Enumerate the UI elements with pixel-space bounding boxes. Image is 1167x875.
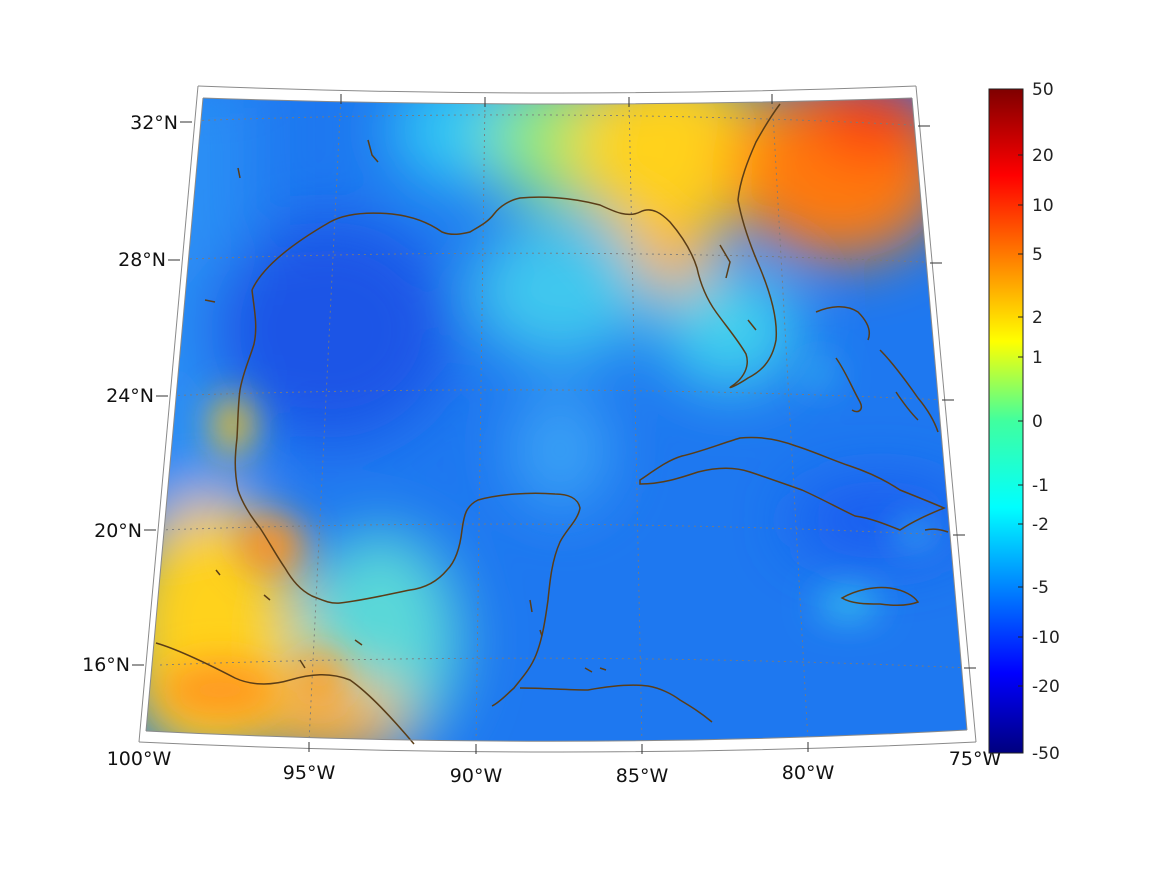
colorbar-tick: -5	[1032, 578, 1049, 598]
lat-label: 32°N	[130, 112, 178, 134]
lat-label: 20°N	[94, 520, 142, 542]
tick-marks	[132, 94, 976, 754]
latitude-labels: 32°N 28°N 24°N 20°N 16°N	[82, 112, 178, 676]
lon-label: 75°W	[949, 748, 1002, 770]
colorbar-tick: -1	[1032, 476, 1049, 496]
hispaniola	[924, 528, 949, 533]
colorbar-tick: 50	[1032, 80, 1054, 100]
yucatan-small	[529, 599, 607, 673]
lat-label: 16°N	[82, 654, 130, 676]
colorbar-tick: 5	[1032, 245, 1043, 265]
cuba	[639, 436, 946, 531]
colorbar-tick: 10	[1032, 196, 1054, 216]
colorbar-tick: 2	[1032, 308, 1043, 328]
colorbar-tick: -10	[1032, 628, 1060, 648]
colorbar-tick: -20	[1032, 677, 1060, 697]
coastlines	[155, 103, 949, 745]
bahamas	[815, 306, 939, 433]
gulf-coast-usa-mexico	[204, 103, 781, 389]
map-frame	[138, 85, 977, 753]
lon-label: 90°W	[450, 765, 503, 787]
longitude-labels: 100°W 95°W 90°W 85°W 80°W 75°W	[107, 748, 1002, 787]
data-field	[146, 98, 967, 742]
colorbar: 50 20 10 5 2 1 0 -1 -2 -5 -10 -20 -50	[988, 80, 1060, 764]
lon-label: 95°W	[283, 762, 336, 784]
colorbar-gradient	[988, 88, 1024, 754]
colorbar-tick: 0	[1032, 412, 1043, 432]
colorbar-tick: 1	[1032, 348, 1043, 368]
lon-label: 85°W	[616, 765, 669, 787]
lon-label: 80°W	[782, 762, 835, 784]
central-america-coast	[155, 642, 415, 745]
honduras-coast	[519, 684, 713, 723]
lat-label: 24°N	[106, 385, 154, 407]
bay-islands	[215, 139, 757, 669]
lon-label: 100°W	[107, 748, 172, 770]
colorbar-tick: -50	[1032, 744, 1060, 764]
lat-label: 28°N	[118, 249, 166, 271]
colorbar-tick: -2	[1032, 515, 1049, 535]
colorbar-tick: 20	[1032, 146, 1054, 166]
jamaica	[840, 586, 920, 607]
texas-mexico-coast	[234, 289, 581, 707]
